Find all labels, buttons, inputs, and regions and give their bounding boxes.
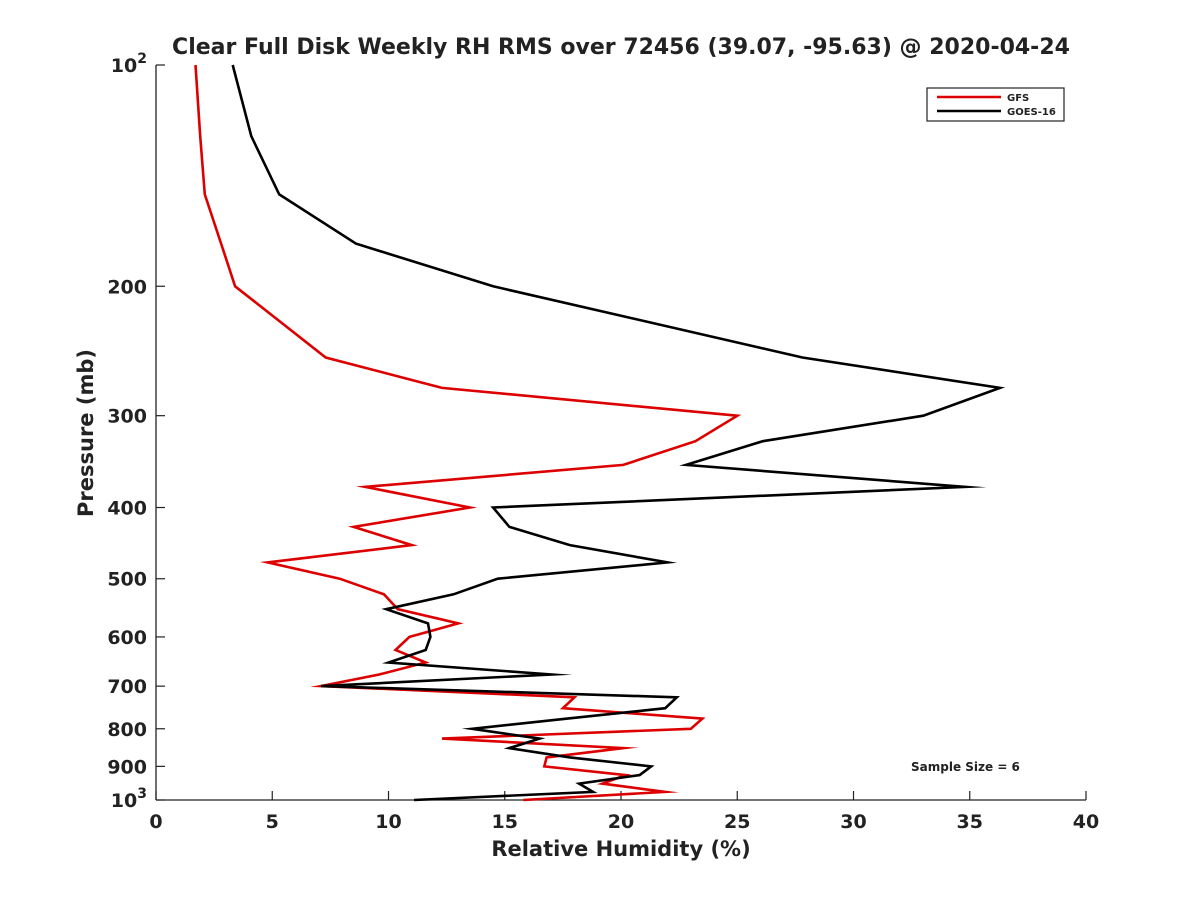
legend-box <box>926 87 1065 122</box>
x-tick-label: 30 <box>840 811 866 833</box>
y-tick-label: 200 <box>107 276 147 298</box>
legend: GFS GOES-16 <box>926 87 1065 122</box>
series-line-gfs <box>194 64 742 802</box>
legend-label: GOES-16 <box>1007 107 1056 118</box>
x-axis-label: Relative Humidity (%) <box>491 837 750 861</box>
y-tick-label: 600 <box>107 627 147 649</box>
y-tick-label: 800 <box>107 719 147 741</box>
y-tick-label: 900 <box>107 756 147 778</box>
chart-title: Clear Full Disk Weekly RH RMS over 72456… <box>172 35 1070 60</box>
y-tick-label: 500 <box>107 569 147 591</box>
y-tick-label: 400 <box>107 498 147 520</box>
y-tick-label: 103 <box>111 786 147 812</box>
y-tick-label: 300 <box>107 406 147 428</box>
x-tick-label: 10 <box>375 811 401 833</box>
x-tick-label: 25 <box>724 811 750 833</box>
x-tick-label: 35 <box>957 811 983 833</box>
series-line-goes-16 <box>231 64 1006 802</box>
y-tick-label: 700 <box>107 676 147 698</box>
x-tick-label: 5 <box>266 811 279 833</box>
x-tick-label: 15 <box>492 811 518 833</box>
x-tick-label: 0 <box>149 811 162 833</box>
x-tick-label: 40 <box>1073 811 1099 833</box>
x-tick-label: 20 <box>608 811 634 833</box>
legend-label: GFS <box>1007 93 1029 104</box>
sample-size-annotation: Sample Size = 6 <box>911 760 1020 774</box>
y-axis-label: Pressure (mb) <box>74 349 98 517</box>
y-tick-label: 102 <box>111 51 147 77</box>
plot-area: 0 5 10 15 20 25 30 35 40 102 200 300 400 500 600 700 800… <box>107 51 1099 833</box>
